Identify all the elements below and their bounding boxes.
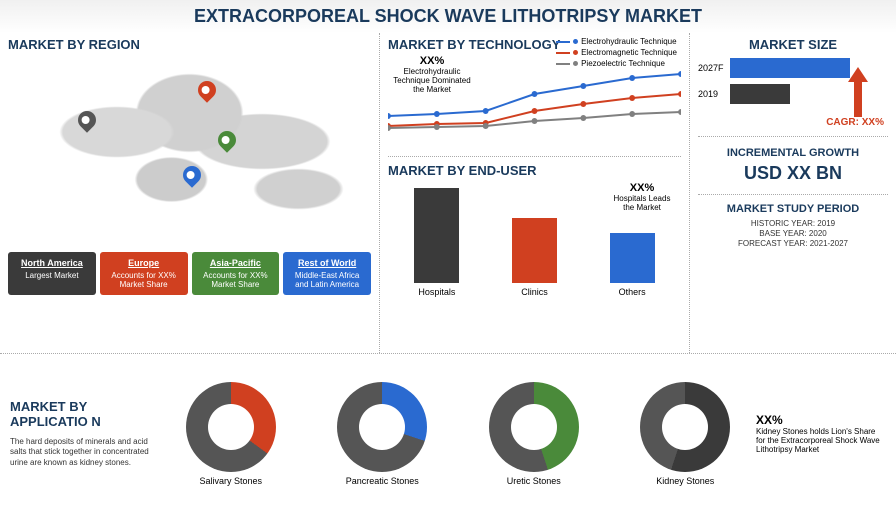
donut-chart: Uretic Stones bbox=[463, 382, 605, 486]
donut-row: Salivary StonesPancreatic StonesUretic S… bbox=[160, 382, 756, 486]
cagr-label: CAGR: XX% bbox=[826, 117, 884, 128]
region-card: Asia-PacificAccounts for XX% Market Shar… bbox=[192, 252, 280, 295]
donut-chart: Salivary Stones bbox=[160, 382, 302, 486]
technology-chart: MARKET BY TECHNOLOGY XX% Electrohydrauli… bbox=[388, 37, 681, 157]
enduser-chart-area: MARKET BY END-USER XX% Hospitals Leads t… bbox=[388, 157, 681, 297]
application-title: MARKET BY APPLICATIO N bbox=[10, 399, 160, 429]
bar-item: Others bbox=[593, 233, 671, 297]
study-row: HISTORIC YEAR: 2019 bbox=[698, 219, 888, 228]
region-card: North AmericaLargest Market bbox=[8, 252, 96, 295]
incremental-growth: INCREMENTAL GROWTH USD XX BN bbox=[698, 137, 888, 195]
study-row: FORECAST YEAR: 2021-2027 bbox=[698, 239, 888, 248]
region-panel: MARKET BY REGION North AmericaLargest Ma… bbox=[0, 33, 380, 353]
market-size-chart: MARKET SIZE 2027F2019 CAGR: XX% bbox=[698, 37, 888, 137]
application-desc: The hard deposits of minerals and acid s… bbox=[10, 437, 160, 468]
enduser-bar-chart: XX% Hospitals Leads the Market Hospitals… bbox=[388, 182, 681, 297]
technology-line-chart bbox=[388, 66, 681, 156]
region-card: EuropeAccounts for XX% Market Share bbox=[100, 252, 188, 295]
application-note: XX% Kidney Stones holds Lion's Share for… bbox=[756, 413, 886, 454]
region-cards: North AmericaLargest MarketEuropeAccount… bbox=[8, 252, 371, 295]
world-map bbox=[8, 56, 371, 246]
study-period: MARKET STUDY PERIOD HISTORIC YEAR: 2019B… bbox=[698, 195, 888, 257]
bar-item: Hospitals bbox=[398, 188, 476, 297]
enduser-title: MARKET BY END-USER bbox=[388, 163, 681, 178]
map-pin-icon bbox=[214, 127, 239, 152]
application-panel: MARKET BY APPLICATIO N The hard deposits… bbox=[0, 353, 896, 513]
mid-panel: MARKET BY TECHNOLOGY XX% Electrohydrauli… bbox=[380, 33, 690, 353]
study-row: BASE YEAR: 2020 bbox=[698, 229, 888, 238]
donut-chart: Pancreatic Stones bbox=[312, 382, 454, 486]
enduser-note: XX% Hospitals Leads the Market bbox=[607, 182, 677, 212]
cagr-arrow-icon bbox=[848, 67, 868, 117]
map-pin-icon bbox=[194, 77, 219, 102]
right-panel: MARKET SIZE 2027F2019 CAGR: XX% INCREMEN… bbox=[690, 33, 896, 353]
donut-chart: Kidney Stones bbox=[615, 382, 757, 486]
region-title: MARKET BY REGION bbox=[8, 37, 371, 52]
map-pin-icon bbox=[179, 162, 204, 187]
region-card: Rest of WorldMiddle-East Africa and Lati… bbox=[283, 252, 371, 295]
bar-item: Clinics bbox=[496, 218, 574, 297]
page-title: EXTRACORPOREAL SHOCK WAVE LITHOTRIPSY MA… bbox=[0, 0, 896, 33]
legend-item: Electrohydraulic Technique bbox=[556, 37, 677, 46]
map-pin-icon bbox=[74, 107, 99, 132]
legend-item: Electromagnetic Technique bbox=[556, 48, 677, 57]
market-size-title: MARKET SIZE bbox=[698, 37, 888, 52]
